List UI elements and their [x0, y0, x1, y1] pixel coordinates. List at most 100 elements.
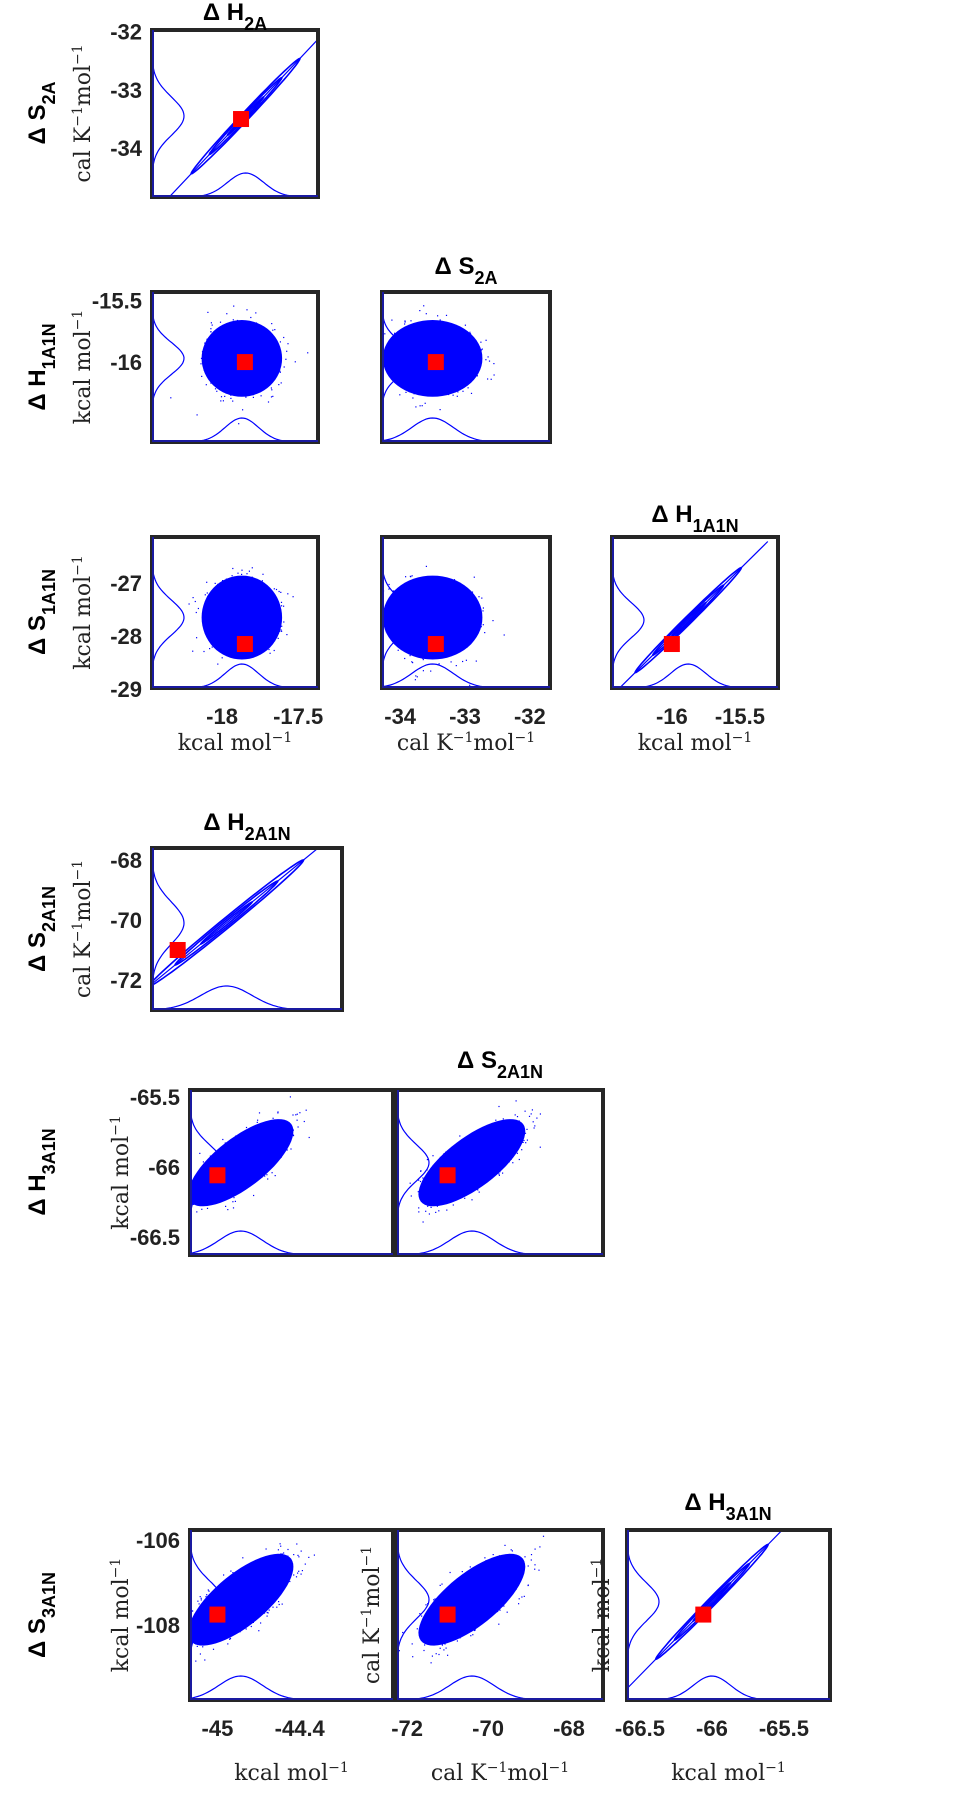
sample-point	[219, 1629, 221, 1631]
sample-point	[454, 633, 456, 635]
sample-point	[474, 1629, 476, 1631]
sample-point	[233, 383, 235, 386]
sample-point	[479, 1593, 481, 1595]
sample-point	[510, 1119, 512, 1122]
sample-point	[255, 1161, 257, 1163]
sample-point	[300, 1573, 302, 1575]
sample-point	[279, 622, 281, 624]
sample-point	[521, 1596, 523, 1598]
sample-point	[238, 628, 240, 630]
sample-point	[247, 578, 249, 580]
sample-point	[498, 1623, 500, 1625]
sample-point	[489, 1602, 492, 1604]
sample-point	[232, 1622, 234, 1624]
sample-point	[192, 1634, 194, 1636]
sample-point	[266, 1168, 268, 1170]
sample-point	[408, 368, 410, 370]
sample-point	[242, 1594, 244, 1596]
sample-point	[224, 602, 226, 604]
sample-point	[492, 1155, 494, 1157]
sample-point	[245, 1134, 247, 1136]
sample-point	[266, 596, 268, 598]
sample-point	[248, 1175, 250, 1177]
sample-point	[416, 676, 418, 678]
sample-ridge	[618, 541, 769, 688]
sample-point	[469, 1609, 471, 1611]
sample-point	[266, 1123, 268, 1125]
sample-point	[258, 1128, 260, 1130]
sample-point	[236, 1162, 238, 1164]
sample-point	[463, 355, 465, 357]
sample-point	[498, 1146, 501, 1148]
sample-point	[247, 1610, 249, 1612]
sample-point	[242, 612, 245, 614]
sample-point	[279, 341, 281, 343]
sample-point	[193, 1627, 195, 1629]
sample-point	[231, 614, 233, 616]
sample-point	[230, 1570, 232, 1572]
sample-point	[192, 650, 194, 652]
sample-point	[195, 1188, 197, 1190]
sample-point	[426, 365, 428, 368]
sample-point	[247, 1172, 249, 1174]
sample-point	[502, 1603, 504, 1605]
sample-point	[235, 1618, 237, 1620]
sample-point	[260, 1578, 262, 1580]
sample-point	[271, 1172, 273, 1174]
sample-point	[245, 1590, 247, 1592]
y-unit-label: kcal mol−1	[108, 1558, 134, 1673]
plot-area	[152, 30, 318, 197]
sample-point	[460, 1618, 463, 1620]
sample-point	[427, 626, 429, 628]
sample-point	[457, 1178, 459, 1180]
sample-point	[226, 1182, 228, 1184]
sample-point	[474, 1161, 476, 1163]
sample-point	[249, 617, 251, 619]
sample-point	[438, 376, 440, 378]
sample-point	[491, 1152, 493, 1154]
sample-point	[256, 1160, 258, 1162]
sample-point	[266, 1149, 268, 1151]
sample-point	[514, 1581, 517, 1583]
sample-point	[242, 1557, 244, 1559]
sample-point	[479, 1601, 482, 1603]
sample-point	[424, 375, 426, 377]
sample-point	[478, 596, 480, 598]
sample-point	[463, 625, 465, 627]
sample-point	[473, 1160, 475, 1162]
sample-point	[467, 1182, 469, 1184]
sample-point	[505, 1587, 507, 1589]
sample-point	[484, 1557, 486, 1559]
sample-point	[422, 360, 424, 362]
sample-point	[273, 1585, 276, 1587]
sample-point	[213, 1197, 215, 1199]
label-part: 2A	[474, 268, 497, 288]
sample-point	[269, 1126, 271, 1129]
sample-point	[266, 612, 268, 614]
sample-point	[241, 600, 243, 602]
sample-point	[200, 1599, 202, 1601]
best-fit-marker	[439, 1167, 456, 1184]
sample-point	[450, 364, 453, 366]
sample-point	[454, 1157, 456, 1159]
sample-point	[444, 354, 446, 356]
y-unit-label: kcal mol−1	[70, 310, 96, 425]
sample-point	[239, 1150, 241, 1152]
sample-point	[210, 382, 212, 384]
sample-point	[462, 339, 464, 341]
sample-point	[272, 1117, 274, 1119]
x-unit-label: kcal mol−1	[234, 1760, 349, 1786]
sample-point	[240, 1584, 242, 1586]
label-part: H	[708, 1489, 725, 1516]
sample-point	[204, 352, 206, 354]
sample-point	[465, 1169, 467, 1172]
sample-point	[219, 1595, 221, 1597]
sample-point	[460, 374, 462, 376]
sample-point	[263, 349, 265, 351]
sample-point	[428, 603, 430, 605]
sample-point	[255, 1147, 257, 1149]
sample-point	[455, 362, 457, 364]
sample-point	[503, 634, 505, 636]
sample-point	[449, 653, 451, 655]
